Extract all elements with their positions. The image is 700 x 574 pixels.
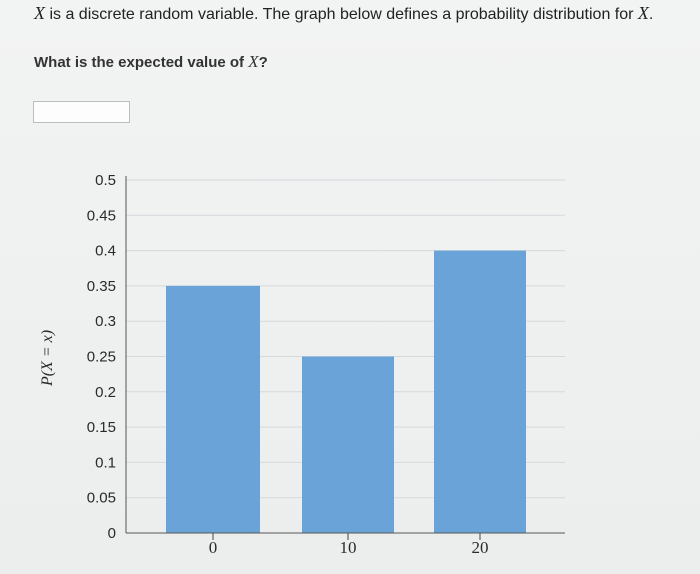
bar-10 [302, 356, 394, 533]
bar-20 [434, 250, 526, 533]
x-tick-label: 20 [472, 538, 489, 557]
prompt-end: ? [258, 54, 268, 71]
x-tick-label: 0 [209, 538, 218, 557]
x-tick-label: 10 [340, 538, 357, 557]
y-tick-label: 0.2 [95, 384, 116, 401]
answer-input[interactable] [33, 101, 130, 123]
y-tick-label: 0.05 [87, 490, 116, 507]
question-intro: X is a discrete random variable. The gra… [34, 3, 653, 24]
y-tick-label: 0 [108, 525, 116, 542]
y-axis-label: P(X = x) [39, 330, 56, 387]
y-tick-label: 0.35 [87, 278, 116, 295]
intro-text: is a discrete random variable. The graph… [45, 6, 638, 23]
y-tick-label: 0.5 [95, 172, 116, 189]
question-prompt: What is the expected value of X? [34, 52, 268, 72]
y-tick-label: 0.4 [95, 243, 116, 260]
y-tick-label: 0.45 [87, 207, 116, 224]
bar-0 [166, 285, 260, 533]
variable-x: X [34, 3, 45, 23]
y-tick-label: 0.15 [87, 419, 116, 436]
y-tick-label: 0.1 [95, 454, 116, 471]
prompt-variable: X [248, 52, 259, 71]
variable-x-2: X [637, 3, 649, 23]
y-tick-label: 0.25 [87, 349, 116, 366]
intro-end: . [648, 6, 654, 23]
y-tick-label: 0.3 [95, 313, 116, 330]
prompt-text: What is the expected value of [34, 54, 249, 71]
